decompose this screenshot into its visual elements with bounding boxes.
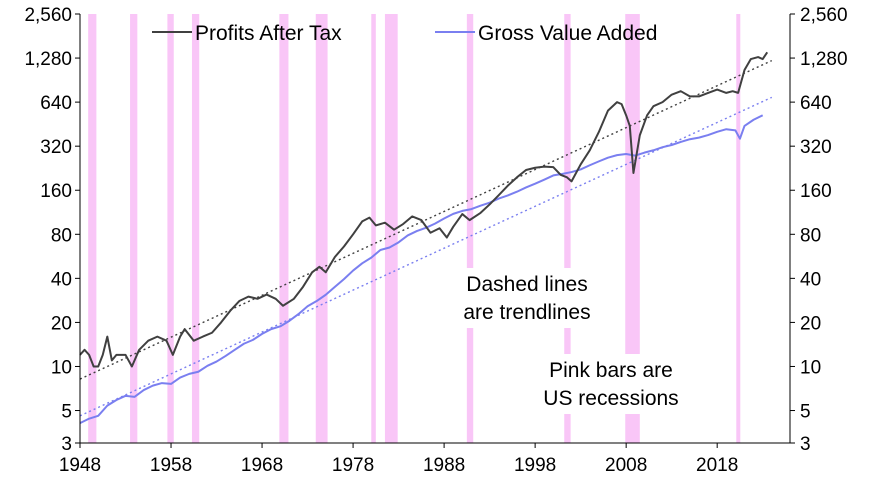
y-tick-label-right: 40 — [800, 269, 821, 290]
y-tick-label-left: 160 — [40, 181, 72, 202]
recession-bar — [130, 14, 138, 443]
recession-bar — [88, 14, 97, 443]
recession-bar — [736, 14, 741, 443]
y-tick-label-right: 10 — [800, 357, 821, 378]
y-tick-label-right: 20 — [800, 313, 821, 334]
annotations: Dashed lines are trendlines Pink bars ar… — [445, 268, 700, 414]
y-tick-label-left: 40 — [51, 269, 72, 290]
y-tick-label-left: 640 — [40, 93, 72, 114]
annotation-trendlines-line-2: are trendlines — [463, 301, 590, 324]
recession-bar — [315, 14, 328, 443]
annotation-trendlines-bg — [445, 268, 611, 328]
y-tick-label-left: 5 — [61, 402, 72, 423]
recession-bar — [564, 14, 571, 443]
x-tick-label: 1978 — [332, 455, 374, 476]
annotation-recessions-bg — [522, 354, 700, 414]
y-tick-label-left: 20 — [51, 313, 72, 334]
y-tick-label-right: 80 — [800, 225, 821, 246]
x-tick-label: 1988 — [423, 455, 465, 476]
x-ticks: 1948 1958 1968 1978 1988 1998 2008 2018 — [59, 443, 738, 476]
y-tick-label-right: 3 — [800, 434, 811, 455]
y-tick-label-right: 320 — [800, 137, 832, 158]
series-line — [79, 51, 769, 368]
recession-bar — [371, 14, 376, 443]
annotation-trendlines: Dashed lines are trendlines — [445, 268, 611, 328]
x-tick-label: 2008 — [605, 455, 647, 476]
y-tick-label-left: 320 — [40, 137, 72, 158]
trendlines — [79, 59, 773, 417]
y-tick-label-right: 1,280 — [800, 49, 848, 70]
legend-label-profits: Profits After Tax — [195, 22, 342, 45]
y-ticks: 3 3 5 5 10 10 20 20 40 40 80 80 160 160 320 320 640 640 1,… — [24, 5, 847, 455]
x-tick-label: 1998 — [514, 455, 556, 476]
legend-item-profits: Profits After Tax — [152, 22, 342, 45]
y-tick-label-left: 2,560 — [24, 5, 72, 26]
y-tick-label-right: 160 — [800, 181, 832, 202]
legend-label-gva: Gross Value Added — [478, 22, 657, 45]
x-tick-label: 1958 — [150, 455, 192, 476]
annotation-trendlines-line-1: Dashed lines — [466, 273, 587, 296]
y-tick-label-left: 1,280 — [24, 49, 72, 70]
x-tick-label: 1948 — [59, 455, 101, 476]
x-tick-label: 1968 — [241, 455, 283, 476]
legend: Profits After Tax Gross Value Added — [152, 22, 657, 45]
y-tick-label-left: 10 — [51, 357, 72, 378]
y-tick-label-right: 2,560 — [800, 5, 848, 26]
recession-bar — [191, 14, 200, 443]
trendline — [79, 59, 773, 380]
trendline — [79, 96, 773, 417]
series-lines — [79, 51, 769, 425]
y-tick-label-left: 80 — [51, 225, 72, 246]
recession-bar — [466, 14, 474, 443]
annotation-recessions-line-2: US recessions — [543, 387, 678, 410]
legend-item-gva: Gross Value Added — [435, 22, 657, 45]
recession-bar — [167, 14, 174, 443]
x-tick-label: 2018 — [696, 455, 738, 476]
recession-bar — [279, 14, 289, 443]
axes — [79, 14, 791, 444]
annotation-recessions-line-1: Pink bars are — [549, 359, 673, 382]
y-tick-label-left: 3 — [61, 434, 72, 455]
y-tick-label-right: 5 — [800, 402, 811, 423]
y-tick-label-right: 640 — [800, 93, 832, 114]
annotation-recessions: Pink bars are US recessions — [522, 354, 700, 414]
